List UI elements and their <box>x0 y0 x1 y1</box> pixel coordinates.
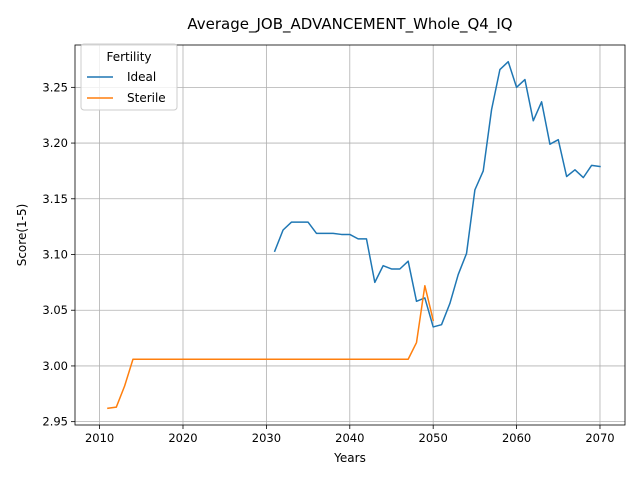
series-line-ideal <box>275 62 600 327</box>
chart-title: Average_JOB_ADVANCEMENT_Whole_Q4_IQ <box>187 15 512 34</box>
y-tick-label: 2.95 <box>42 415 68 429</box>
y-tick-label: 3.05 <box>42 303 68 317</box>
y-axis-label: Score(1-5) <box>15 204 29 267</box>
x-tick-label: 2050 <box>419 431 448 445</box>
series-line-sterile <box>108 286 433 409</box>
x-tick-label: 2070 <box>585 431 614 445</box>
y-tick-label: 3.20 <box>42 136 68 150</box>
x-tick-label: 2040 <box>335 431 364 445</box>
x-tick-label: 2010 <box>85 431 114 445</box>
x-tick-label: 2020 <box>168 431 197 445</box>
axis-ticks: 2010 2020 2030 2040 2050 2060 2070 2.95 3.00 3.05… <box>42 80 614 445</box>
legend: Fertility Ideal Sterile <box>81 44 177 110</box>
x-tick-label: 2060 <box>502 431 531 445</box>
legend-label-ideal: Ideal <box>127 70 156 84</box>
y-tick-label: 3.15 <box>42 192 68 206</box>
legend-title: Fertility <box>106 50 151 64</box>
legend-label-sterile: Sterile <box>127 91 166 105</box>
y-tick-label: 3.25 <box>42 80 68 94</box>
series-lines <box>108 62 600 409</box>
y-tick-label: 3.00 <box>42 359 68 373</box>
y-tick-label: 3.10 <box>42 248 68 262</box>
x-axis-label: Years <box>333 451 366 465</box>
x-tick-label: 2030 <box>252 431 281 445</box>
